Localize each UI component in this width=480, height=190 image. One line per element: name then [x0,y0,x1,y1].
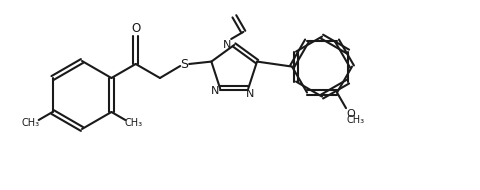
Text: N: N [246,89,254,99]
Text: N: N [211,86,219,96]
Text: CH₃: CH₃ [347,115,365,125]
Text: S: S [180,58,188,70]
Text: CH₃: CH₃ [124,118,142,128]
Text: O: O [347,109,355,119]
Text: O: O [131,21,140,35]
Text: CH₃: CH₃ [22,118,40,128]
Text: N: N [223,40,231,50]
